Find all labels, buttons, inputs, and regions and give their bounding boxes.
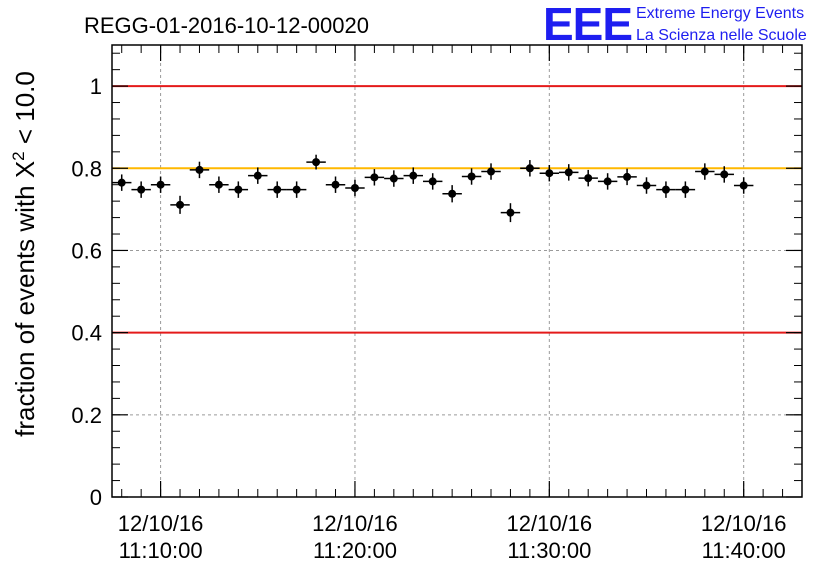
x-tick-time-label: 11:40:00 [702,538,786,563]
data-point [559,164,579,181]
axis-ticks [112,45,803,498]
x-tick-date-label: 12/10/16 [507,511,593,536]
point-marker [137,185,146,194]
data-point [656,181,676,198]
y-tick-label: 0.2 [71,403,102,428]
data-point [325,176,346,193]
logo-line-2: La Scienza nelle Scuole [636,27,807,44]
point-marker [467,172,476,181]
point-marker [312,158,321,167]
data-point [150,176,171,193]
data-point [675,181,696,198]
point-marker [623,172,632,181]
logo-mark: EEE [543,0,632,50]
y-tick-label: 0.4 [71,321,102,346]
point-marker [603,177,612,186]
point-marker [739,181,748,190]
point-marker [525,164,534,173]
point-marker [564,168,573,177]
data-point [248,167,268,184]
data-point [461,168,482,185]
chart-title: REGG-01-2016-10-12-00020 [84,13,369,38]
y-tick-labels: 0 0.2 0.4 0.6 0.8 1 [71,74,102,510]
point-marker [584,174,593,183]
data-point [636,177,657,194]
data-point [617,168,637,186]
point-marker [253,171,262,180]
data-point [286,181,307,198]
data-point [733,177,754,194]
point-marker [273,185,282,194]
x-tick-time-label: 11:10:00 [119,538,203,563]
point-marker [117,178,126,187]
point-marker [448,189,457,198]
x-tick-date-label: 12/10/16 [118,511,204,536]
point-marker [428,177,437,186]
data-points [112,154,754,223]
point-marker [370,173,379,182]
y-tick-label: 0.8 [71,156,102,181]
plot-frame [111,44,803,498]
point-marker [661,185,670,194]
y-axis-label-superscript: 2 [9,151,28,160]
data-point [500,203,521,223]
y-axis-label-prefix: fraction of events with X [10,161,40,437]
data-point [131,181,151,198]
point-marker [409,171,418,180]
point-marker [681,185,690,194]
data-point [306,154,326,170]
point-marker [331,180,340,189]
data-point [364,169,385,186]
data-point [481,163,501,180]
x-tick-labels: 12/10/1611:10:0012/10/1611:20:0012/10/16… [118,511,787,563]
data-point [539,164,560,182]
point-marker [545,169,554,178]
y-tick-label: 0 [90,485,102,510]
x-tick-date-label: 12/10/16 [701,511,787,536]
point-marker [642,181,651,190]
data-point [112,174,132,191]
data-point [578,169,598,187]
data-point [422,173,443,190]
y-axis-label-suffix: < 10.0 [10,71,40,151]
eee-logo: EEE Extreme Energy Events La Scienza nel… [543,0,807,50]
logo-line-1: Extreme Energy Events [636,5,804,22]
data-point [442,185,462,203]
y-axis-label: fraction of events with X2 < 10.0 [9,71,40,437]
point-marker [700,167,709,176]
data-point [384,170,404,187]
reference-lines [112,85,802,334]
x-tick-date-label: 12/10/16 [312,511,398,536]
point-marker [292,185,301,194]
y-tick-label: 1 [90,74,102,99]
point-marker [214,180,223,189]
data-point [597,173,618,190]
data-point [520,160,540,177]
point-marker [720,170,729,179]
point-marker [389,174,398,183]
x-tick-time-label: 11:20:00 [313,538,397,563]
data-point [403,167,423,184]
point-marker [350,183,359,192]
data-point [170,195,190,214]
point-marker [506,208,515,217]
data-point [228,181,249,198]
data-point [209,176,229,193]
y-tick-label: 0.6 [71,238,102,263]
x-tick-time-label: 11:30:00 [507,538,591,563]
point-marker [234,185,243,194]
data-point [714,166,734,183]
data-point [189,161,210,179]
data-point [267,181,287,198]
point-marker [195,165,204,174]
point-marker [487,167,496,176]
data-point [695,163,715,180]
data-point [345,179,365,197]
point-marker [176,200,185,209]
point-marker [156,180,165,189]
